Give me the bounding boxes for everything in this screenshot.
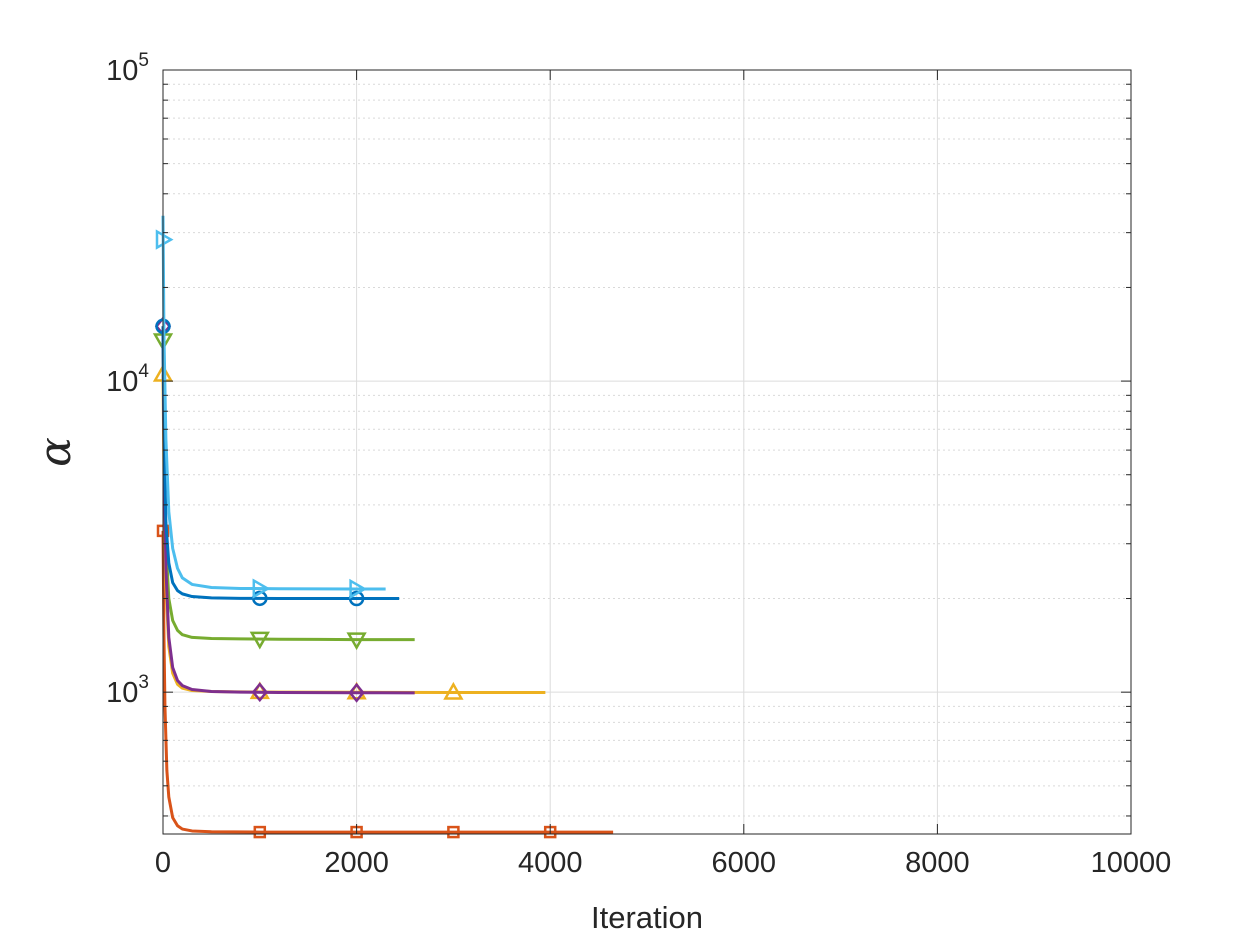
- x-tick-label: 4000: [518, 847, 583, 879]
- square-marker: [253, 825, 267, 839]
- x-axis-label: Iteration: [591, 900, 703, 935]
- plot-frame: [162, 69, 1132, 835]
- triangle-right-marker: [252, 578, 271, 599]
- y-tick-label: 105: [106, 50, 149, 87]
- x-tick-label: 0: [155, 847, 171, 879]
- x-tick-label: 6000: [712, 847, 777, 879]
- triangle-right-marker: [349, 578, 368, 600]
- y-tick-label: 104: [106, 361, 149, 398]
- y-tick-base: 10: [106, 677, 138, 709]
- series-line: [161, 530, 614, 834]
- series-line: [161, 326, 400, 601]
- series-line-group: [155, 215, 386, 600]
- x-tick-label: 2000: [324, 847, 389, 879]
- triangle-down-marker: [249, 631, 270, 650]
- y-tick-base: 10: [106, 366, 138, 398]
- x-tick-label: 10000: [1091, 847, 1172, 879]
- square-marker: [447, 825, 460, 839]
- triangle-down-marker: [346, 632, 367, 651]
- y-tick-exponent: 5: [138, 50, 149, 71]
- x-tick-label: 8000: [905, 847, 970, 879]
- plot-background: [163, 70, 1131, 834]
- y-tick-exponent: 3: [138, 672, 149, 693]
- y-tick-exponent: 4: [138, 361, 149, 382]
- y-tick-base: 10: [106, 55, 138, 87]
- series-line: [161, 215, 386, 591]
- y-axis-label: α: [30, 437, 81, 467]
- y-tick-label: 103: [106, 672, 149, 709]
- diamond-marker: [348, 682, 365, 703]
- series-layer: [152, 215, 614, 839]
- diamond-marker: [251, 682, 268, 703]
- triangle-right-marker: [155, 229, 174, 250]
- series-line: [161, 326, 415, 695]
- triangle-up-marker: [443, 681, 464, 700]
